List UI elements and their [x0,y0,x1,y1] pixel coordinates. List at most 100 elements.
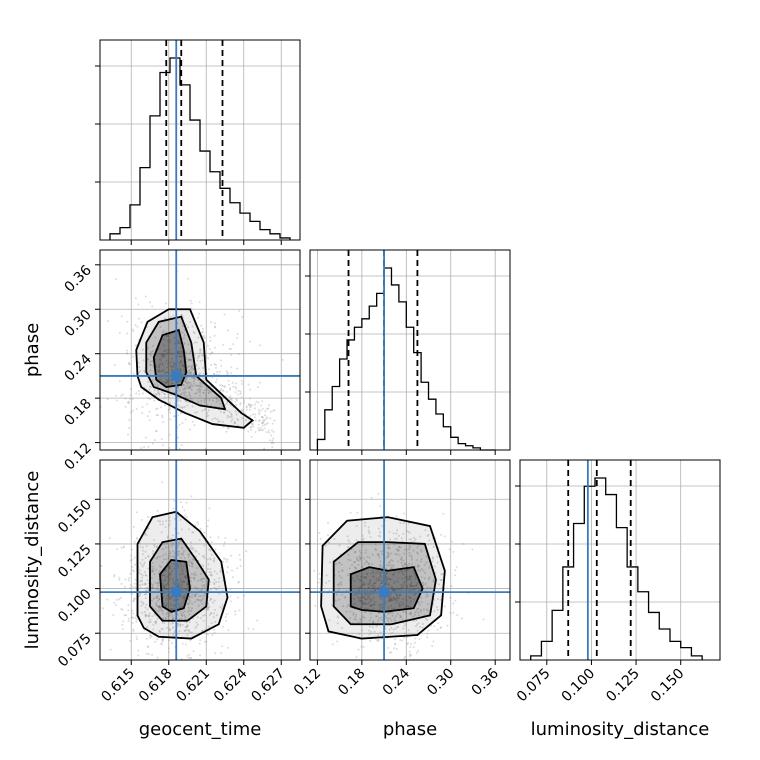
scatter-point [185,378,188,381]
scatter-point [107,320,110,323]
scatter-point [131,566,134,569]
scatter-point [340,626,343,629]
scatter-point [213,628,216,631]
scatter-point [182,580,185,583]
scatter-point [128,577,131,580]
scatter-point [429,586,432,589]
scatter-point [181,601,184,604]
scatter-point [363,557,366,560]
scatter-point [371,626,374,629]
scatter-point [157,606,160,609]
scatter-point [165,520,168,523]
scatter-point [151,568,154,571]
scatter-point [139,370,142,373]
scatter-point [167,335,170,338]
scatter-point [190,302,193,305]
scatter-point [377,638,380,641]
scatter-point [362,583,365,586]
scatter-point [142,549,145,552]
scatter-point [113,364,116,367]
scatter-point [181,546,184,549]
scatter-point [149,634,152,637]
scatter-point [452,611,455,614]
scatter-point [162,554,165,557]
scatter-point [202,597,205,600]
scatter-point [378,606,381,609]
scatter-point [210,597,213,600]
scatter-point [147,567,150,570]
scatter-point [186,404,189,407]
truth-marker [379,587,390,598]
scatter-point [410,654,413,657]
scatter-point [338,574,341,577]
scatter-point [414,538,417,541]
scatter-point [127,609,130,612]
scatter-point [167,615,170,618]
scatter-point [158,606,161,609]
scatter-point [410,554,413,557]
scatter-point [127,604,130,607]
scatter-point [197,355,200,358]
scatter-point [131,397,134,400]
scatter-point [203,408,206,411]
scatter-point [160,370,163,373]
scatter-point [238,309,241,312]
scatter-point [417,564,420,567]
scatter-point [264,414,267,417]
scatter-point [364,602,367,605]
scatter-point [188,359,191,362]
scatter-point [213,363,216,366]
scatter-point [138,365,141,368]
scatter-point [229,388,232,391]
scatter-point [179,369,182,372]
scatter-point [179,564,182,567]
scatter-point [181,596,184,599]
scatter-point [156,509,159,512]
scatter-point [409,585,412,588]
panel-frame [99,249,301,451]
scatter-point [172,368,175,371]
scatter-point [204,408,207,411]
scatter-point [182,549,185,552]
scatter-point [410,563,413,566]
y-tick-label: 0.30 [61,307,94,340]
scatter-point [368,556,371,559]
scatter-point [325,574,328,577]
scatter-point [189,656,192,659]
scatter-point [219,402,222,405]
scatter-point [153,539,156,542]
scatter-point [208,557,211,560]
scatter-point [168,519,171,522]
scatter-point [249,403,252,406]
scatter-point [363,583,366,586]
scatter-point [388,598,391,601]
scatter-point [245,408,248,411]
scatter-point [395,515,398,518]
scatter-point [425,555,428,558]
scatter-point [371,603,374,606]
scatter-point [149,353,152,356]
scatter-point [338,561,341,564]
scatter-point [387,646,390,649]
scatter-point [162,338,165,341]
scatter-point [143,629,146,632]
scatter-point [136,638,139,641]
scatter-point [164,604,167,607]
scatter-point [261,424,264,427]
scatter-point [196,359,199,362]
scatter-point [221,625,224,628]
scatter-point [157,594,160,597]
scatter-point [199,372,202,375]
scatter-point [263,419,266,422]
scatter-point [182,565,185,568]
scatter-point [141,611,144,614]
scatter-point [221,560,224,563]
scatter-point [146,415,149,418]
scatter-point [364,598,367,601]
scatter-point [172,582,175,585]
scatter-point [177,339,180,342]
scatter-point [172,625,175,628]
scatter-point [395,537,398,540]
scatter-point [172,365,175,368]
scatter-point [214,397,217,400]
